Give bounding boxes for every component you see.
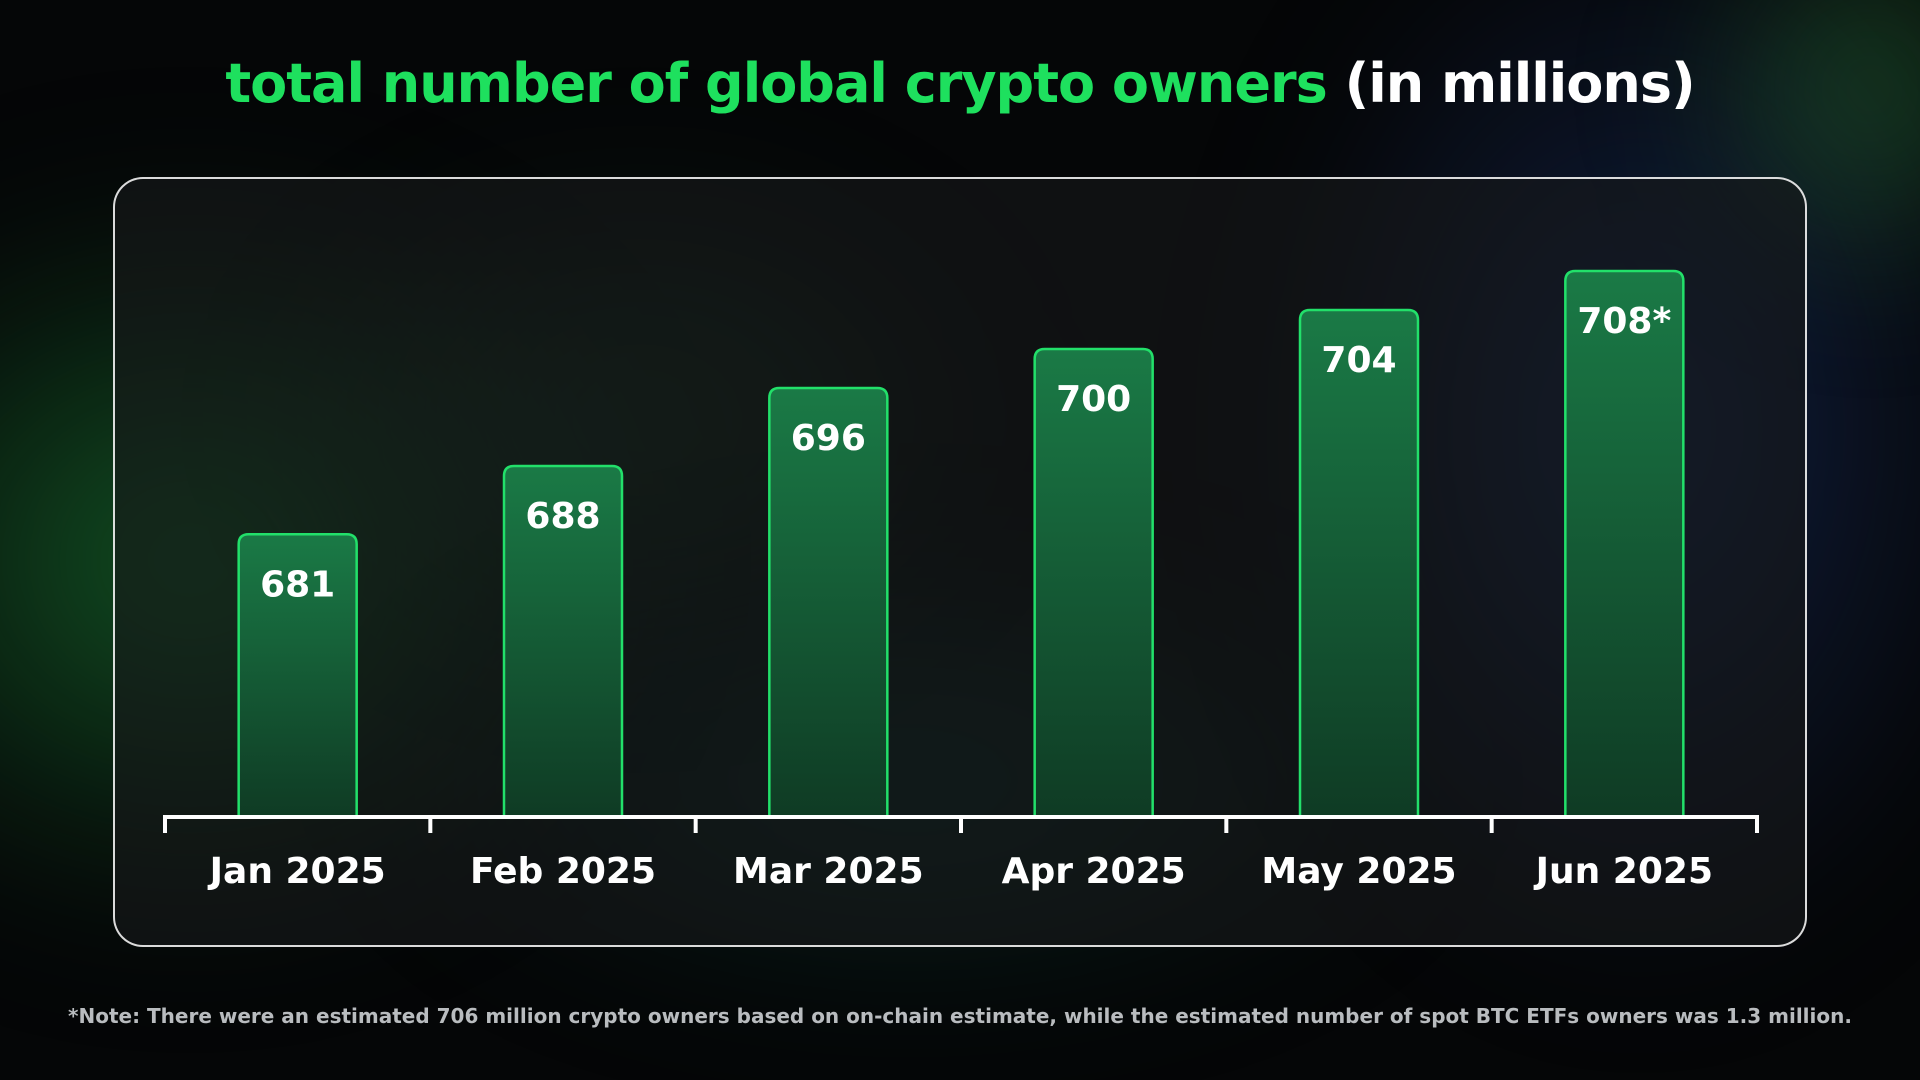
data-label: 704 [1321, 340, 1396, 381]
bars-layer [237, 269, 1685, 817]
x-tick-label: Mar 2025 [733, 851, 924, 892]
x-tick-label: Jan 2025 [207, 851, 386, 892]
bar-may-2025 [1300, 310, 1418, 817]
x-tick-label: Apr 2025 [1002, 851, 1186, 892]
bar-outline [237, 533, 358, 817]
bar-outline [1033, 347, 1154, 817]
footnote: *Note: There were an estimated 706 milli… [68, 1004, 1852, 1028]
data-label: 681 [260, 564, 335, 605]
bar-jun-2025 [1565, 271, 1684, 817]
bar-feb-2025 [504, 466, 622, 817]
data-label: 700 [1056, 379, 1131, 420]
data-label: 696 [791, 418, 866, 459]
x-axis [163, 815, 1759, 833]
labels-layer: 681 Jan 2025 688 Feb 2025 696 Mar 2025 700 Apr … [207, 301, 1713, 892]
x-tick-label: Jun 2025 [1533, 851, 1713, 892]
chart-title-main: total number of global crypto owners [225, 52, 1327, 115]
data-label: 688 [525, 496, 600, 537]
bar-outline [502, 464, 624, 817]
chart-title: total number of global crypto owners (in… [0, 52, 1920, 115]
bar-apr-2025 [1034, 349, 1153, 817]
bar-outline [768, 386, 889, 817]
bar-outline [1564, 269, 1685, 817]
bar-jan-2025 [238, 534, 357, 817]
bar-mar-2025 [769, 388, 888, 817]
data-label: 708* [1577, 301, 1671, 342]
x-tick-label: May 2025 [1261, 851, 1456, 892]
bar-outline [1298, 308, 1420, 817]
chart-title-suffix: (in millions) [1344, 52, 1696, 115]
x-tick-label: Feb 2025 [470, 851, 656, 892]
